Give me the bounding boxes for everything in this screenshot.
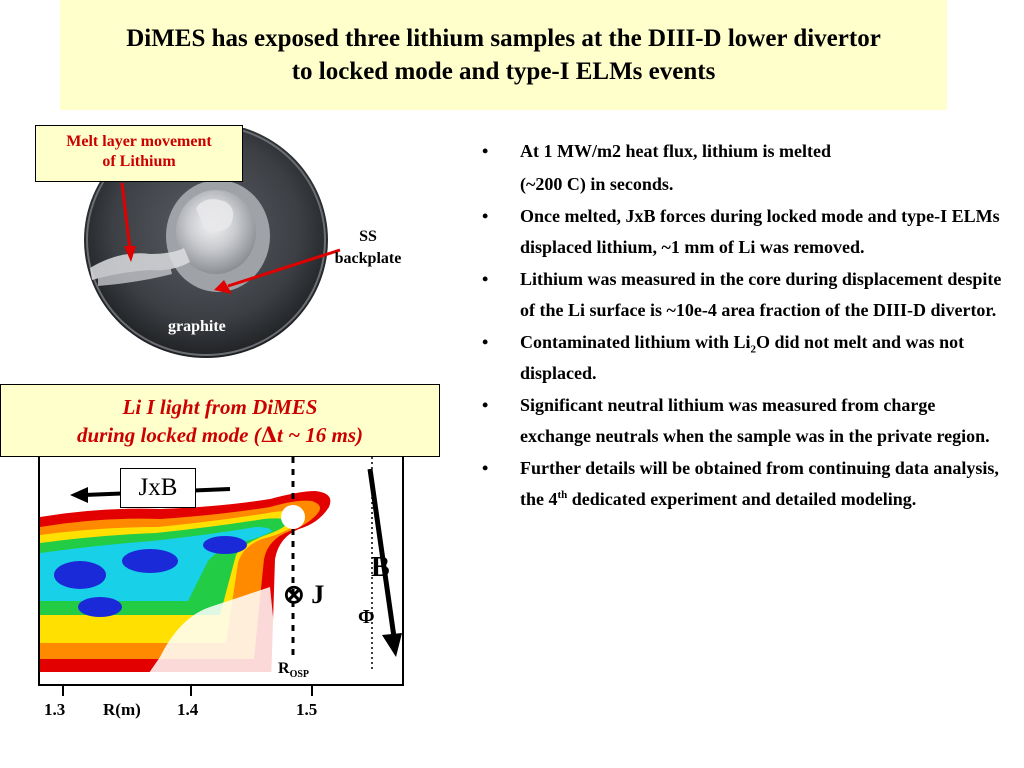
bullet-neutral-lithium: Significant neutral lithium was measured… [480, 390, 1005, 451]
emission-heatmap [40, 457, 402, 684]
li-caption-pre: during locked mode ( [76, 423, 261, 447]
rosp-label: ROSP [278, 660, 309, 680]
ss-label-line-1: SS [359, 228, 377, 245]
heatmap-blue-core-1 [54, 561, 106, 589]
x-tick-label-1.3: 1.3 [44, 700, 66, 719]
b-field-arrow [367, 468, 397, 638]
b-field-label: B [371, 552, 390, 583]
x-tick-1.4 [190, 686, 192, 696]
callout-line-1: Melt layer movement [66, 133, 212, 150]
li-emission-image-plot [38, 457, 404, 686]
callout-line-2: of Lithium [102, 153, 176, 170]
ss-backplate-label: SS backplate [318, 226, 418, 270]
melt-layer-callout: Melt layer movement of Lithium [35, 125, 243, 182]
strike-point-marker [281, 505, 305, 529]
heatmap-blue-core-2 [122, 549, 178, 573]
title-line-1: DiMES has exposed three lithium samples … [126, 25, 881, 52]
bullet-core-measurement: Lithium was measured in the core during … [480, 264, 1005, 325]
delta-symbol: Δ [260, 422, 277, 447]
bullet-contaminated-pre: Contaminated lithium with Li [520, 332, 751, 352]
jxb-label: JxB [120, 468, 196, 508]
bullet-contaminated-post: O did not melt and was not displaced. [520, 332, 965, 383]
li2o-subscript: 2 [750, 343, 757, 356]
melt-arrow [120, 182, 132, 251]
bullet-further-post: dedicated experiment and detailed modeli… [567, 488, 917, 509]
slide-title: DiMES has exposed three lithium samples … [126, 22, 881, 88]
bullet-contaminated-lithium: Contaminated lithium with Li2O did not m… [480, 327, 1005, 388]
li-caption-line-2: during locked mode (Δt ~ 16 ms) [1, 421, 439, 449]
x-tick-1.5 [311, 686, 313, 696]
phi-label: Φ [358, 606, 375, 628]
ss-arrow-head [214, 280, 232, 294]
title-line-2: to locked mode and type-I ELMs events [291, 58, 716, 85]
rosp-subscript: OSP [289, 669, 310, 681]
bullet-further-pre: Further details will be obtained from co… [520, 458, 999, 509]
x-axis-label: R(m) [103, 700, 141, 719]
bullet-jxb-forces: Once melted, JxB forces during locked mo… [480, 201, 1005, 262]
b-field-arrow-head [382, 633, 402, 657]
heatmap-blue-core-4 [78, 597, 122, 617]
jxb-arrow-head [70, 487, 88, 503]
current-j-label: ⊗ J [283, 580, 325, 609]
li-light-caption: Li I light from DiMES during locked mode… [0, 384, 440, 457]
heatmap-blue-core-3 [203, 536, 247, 554]
lithium-sample [176, 190, 256, 274]
li-caption-post: t ~ 16 ms) [276, 423, 364, 447]
x-tick-1.3 [62, 686, 64, 696]
bullet-further-details: Further details will be obtained from co… [480, 453, 1005, 514]
ss-arrow [227, 248, 341, 288]
rosp-main: R [278, 660, 290, 677]
title-box: DiMES has exposed three lithium samples … [60, 0, 947, 110]
li-caption-line-1: Li I light from DiMES [122, 395, 318, 419]
heatmap-white-gap [141, 587, 280, 684]
ss-label-line-2: backplate [334, 250, 402, 267]
graphite-label: graphite [168, 318, 226, 335]
findings-list: At 1 MW/m2 heat flux, lithium is melted … [480, 136, 1005, 516]
bullet-melting: At 1 MW/m2 heat flux, lithium is melted [480, 136, 1005, 167]
th-superscript: th [557, 488, 568, 501]
bullet-melting-continuation: (~200 C) in seconds. [520, 173, 674, 194]
melt-arrow-head [124, 246, 136, 262]
x-tick-label-1.5: 1.5 [296, 700, 318, 719]
x-tick-label-1.4: 1.4 [177, 700, 199, 719]
